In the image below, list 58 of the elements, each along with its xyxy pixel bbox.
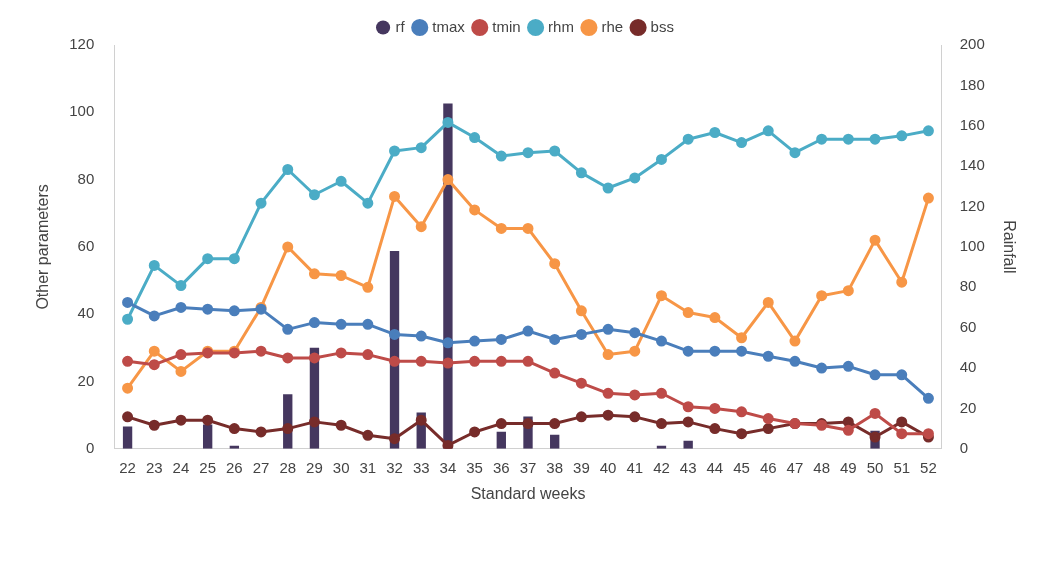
x-tick-label: 36 — [492, 458, 510, 476]
x-tick-label: 35 — [466, 458, 483, 476]
y2-tick-label: 0 — [959, 438, 969, 456]
x-tick-label: 24 — [172, 458, 190, 476]
y2-tick-label: 80 — [959, 277, 977, 295]
y-tick-label: 20 — [77, 371, 95, 389]
y2-tick-label: 20 — [959, 398, 977, 416]
x-tick-label: 52 — [920, 458, 937, 476]
y2-tick-label: 120 — [959, 196, 985, 214]
y-tick-label: 40 — [77, 304, 95, 322]
x-tick-label: 50 — [866, 458, 884, 476]
x-tick-label: 26 — [226, 458, 243, 476]
x-tick-label: 34 — [439, 458, 457, 476]
x-tick-label: 28 — [279, 458, 297, 476]
x-tick-label: 41 — [626, 458, 644, 476]
legend-label: tmin — [492, 17, 521, 35]
y2-axis-title: Rainfall — [1000, 220, 1018, 274]
x-tick-label: 33 — [412, 458, 430, 476]
y-tick-label: 80 — [77, 169, 95, 187]
x-tick-label: 45 — [733, 458, 750, 476]
y2-tick-label: 160 — [959, 115, 985, 133]
x-tick-label: 51 — [893, 458, 911, 476]
x-tick-label: 47 — [786, 458, 804, 476]
x-tick-label: 40 — [599, 458, 617, 476]
x-tick-label: 31 — [359, 458, 377, 476]
legend-label: rhm — [548, 17, 574, 35]
x-tick-label: 39 — [573, 458, 590, 476]
x-tick-label: 27 — [252, 458, 270, 476]
x-tick-label: 48 — [813, 458, 830, 476]
x-tick-label: 37 — [519, 458, 537, 476]
x-tick-label: 23 — [145, 458, 163, 476]
y2-tick-label: 140 — [959, 156, 985, 174]
y2-tick-label: 200 — [959, 35, 985, 53]
y-axis-title: Other parameters — [34, 184, 52, 310]
y-tick-label: 0 — [85, 438, 95, 456]
x-tick-label: 30 — [332, 458, 350, 476]
x-tick-label: 42 — [653, 458, 670, 476]
legend-label: bss — [650, 17, 674, 35]
x-axis-title: Standard weeks — [470, 484, 586, 502]
y-tick-label: 100 — [69, 102, 95, 120]
x-tick-label: 49 — [840, 458, 857, 476]
x-tick-label: 38 — [546, 458, 564, 476]
y-tick-label: 120 — [69, 35, 95, 53]
legend-label: tmax — [432, 17, 466, 35]
y2-tick-label: 60 — [959, 317, 977, 335]
x-tick-label: 25 — [199, 458, 216, 476]
x-tick-label: 22 — [119, 458, 136, 476]
y2-tick-label: 40 — [959, 358, 977, 376]
y2-tick-label: 180 — [959, 75, 985, 93]
x-tick-label: 32 — [386, 458, 403, 476]
y2-tick-label: 100 — [959, 237, 985, 255]
x-tick-label: 46 — [759, 458, 777, 476]
legend-label: rf — [395, 17, 406, 35]
x-tick-label: 44 — [706, 458, 724, 476]
legend-label: rhe — [601, 17, 624, 35]
y-tick-label: 60 — [77, 237, 95, 255]
x-tick-label: 43 — [679, 458, 697, 476]
x-tick-label: 29 — [306, 458, 323, 476]
